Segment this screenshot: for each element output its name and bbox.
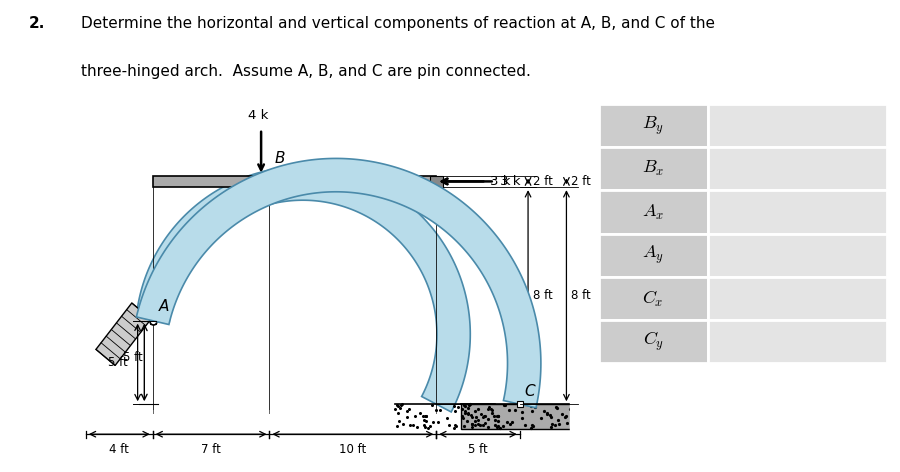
Text: 2.: 2. [29,16,45,31]
Bar [708,320,886,363]
Text: three-hinged arch.  Assume A, B, and C are pin connected.: three-hinged arch. Assume A, B, and C ar… [81,64,531,79]
Text: 4 ft: 4 ft [109,443,130,455]
Bar [708,234,886,277]
Text: 5 ft: 5 ft [122,351,142,364]
Bar [708,147,886,190]
Bar [429,176,443,192]
Bar [708,190,886,234]
Bar [149,318,156,324]
Text: 8 ft: 8 ft [572,289,591,302]
Bar [598,104,708,147]
Text: A: A [158,299,169,314]
Bar [598,277,708,320]
Bar [264,176,275,187]
Text: 7 ft: 7 ft [201,443,221,455]
Bar [598,147,708,190]
Text: 4 k: 4 k [248,109,268,122]
Text: $A_y$: $A_y$ [643,244,664,266]
Text: 5 ft: 5 ft [108,356,128,369]
Bar [598,320,708,363]
Text: Determine the horizontal and vertical components of reaction at A, B, and C of t: Determine the horizontal and vertical co… [81,16,715,31]
Bar [598,190,708,234]
Bar [708,104,886,147]
Bar [517,401,523,407]
Bar [153,176,436,187]
Text: 8 ft: 8 ft [533,289,553,302]
Text: C: C [525,384,535,399]
Text: B: B [274,151,285,166]
Text: $B_x$: $B_x$ [642,159,664,178]
Polygon shape [96,303,151,365]
Bar [708,277,886,320]
Bar [462,404,578,429]
Polygon shape [136,167,471,412]
Text: 10 ft: 10 ft [339,443,366,455]
Text: $A_x$: $A_x$ [642,202,664,221]
Text: $C_x$: $C_x$ [643,288,664,309]
Text: 5 ft: 5 ft [468,443,488,455]
Polygon shape [137,159,541,408]
Text: 2 ft: 2 ft [533,175,553,188]
Text: 3 k: 3 k [490,175,510,188]
Text: 3 k: 3 k [500,175,520,188]
Text: 2 ft: 2 ft [572,175,591,188]
Text: $C_y$: $C_y$ [643,330,664,354]
Text: $B_y$: $B_y$ [643,114,664,136]
Bar [598,234,708,277]
